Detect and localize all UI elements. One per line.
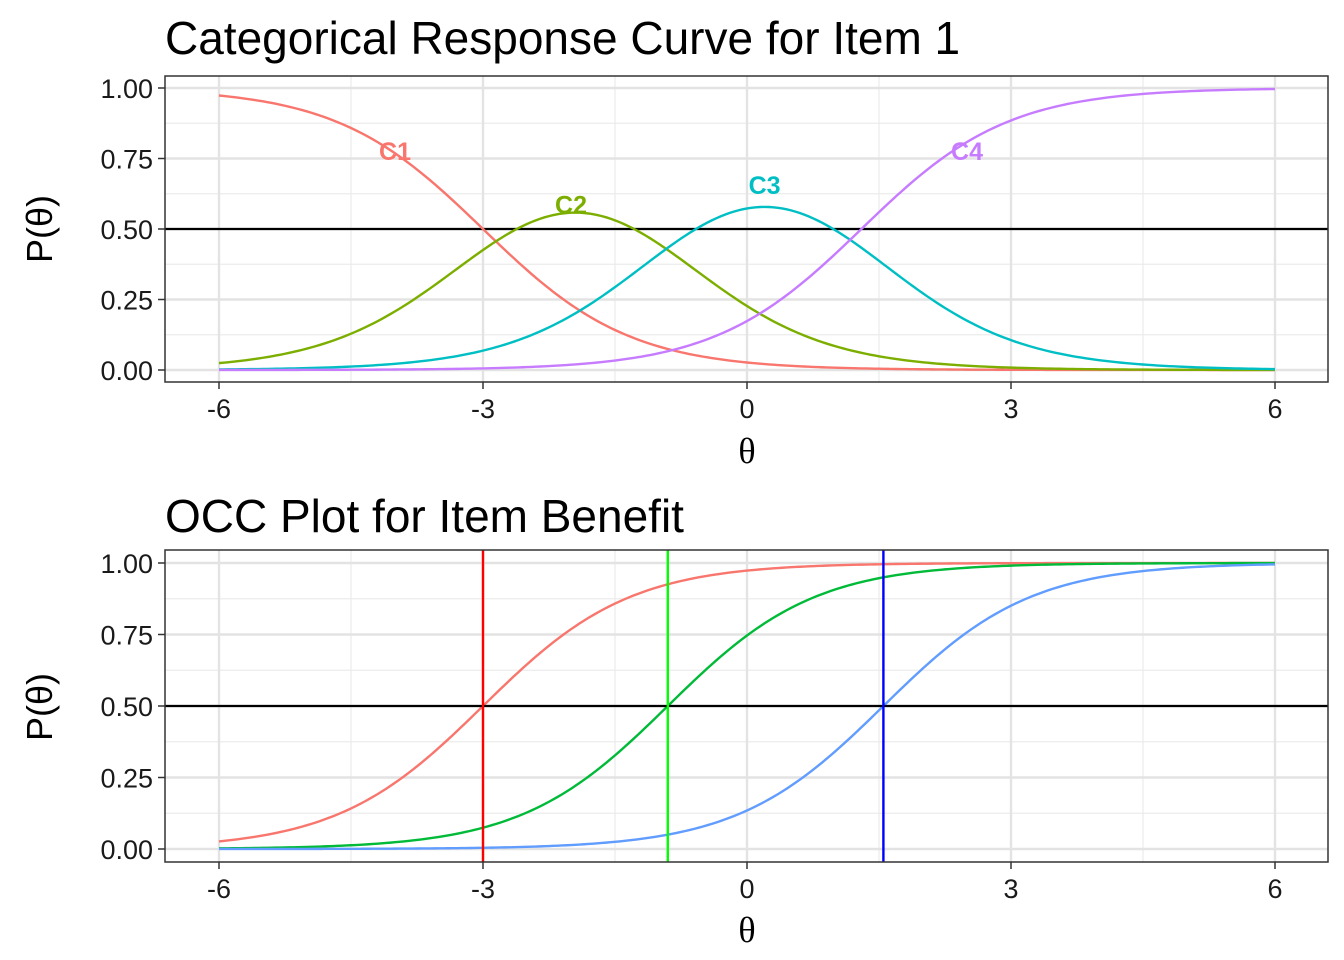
y-tick-label: 0.00 [100, 356, 153, 386]
y-axis-ticks: 0.00 0.25 0.50 0.75 1.00 [100, 74, 165, 386]
series-line [218, 87, 1276, 372]
x-tick-label: -3 [471, 394, 495, 424]
y-tick-label: 0.75 [100, 145, 153, 175]
y-axis-ticks: 0.00 0.25 0.50 0.75 1.00 [100, 549, 165, 865]
x-tick-label: 3 [1003, 394, 1018, 424]
chart-panel-occ-plot: OCC Plot for Item Benefit -6 -3 0 3 6 0.000.… [19, 490, 1329, 950]
reference-lines [165, 550, 1328, 862]
x-axis-title: θ [738, 910, 755, 950]
chart-panel-categorical-response: Categorical Response Curve for Item 1 C1… [19, 12, 1329, 471]
curve-label: C1 [379, 138, 411, 166]
series-curves [218, 87, 1276, 372]
x-tick-label: -6 [207, 394, 231, 424]
x-tick-label: 3 [1003, 874, 1018, 904]
series-line [218, 563, 1276, 851]
x-tick-label: -6 [207, 874, 231, 904]
curve-label: C4 [951, 138, 983, 166]
series-curves [218, 561, 1276, 851]
y-axis-title: P(θ) [19, 195, 60, 263]
y-tick-label: 0.25 [100, 286, 153, 316]
y-tick-label: 1.00 [100, 549, 153, 579]
chart-title: Categorical Response Curve for Item 1 [165, 12, 960, 64]
series-line [218, 211, 1275, 372]
series-line [218, 205, 1276, 371]
series-line [218, 561, 1276, 850]
y-tick-label: 0.50 [100, 215, 153, 245]
x-axis-title: θ [738, 431, 755, 471]
x-tick-label: 6 [1267, 394, 1282, 424]
curve-labels: C1 C2 C3 C4 [379, 138, 983, 220]
y-tick-label: 1.00 [100, 74, 153, 104]
y-tick-label: 0.00 [100, 835, 153, 865]
y-axis-title: P(θ) [19, 673, 60, 741]
y-tick-label: 0.50 [100, 692, 153, 722]
x-tick-label: 6 [1267, 874, 1282, 904]
x-tick-label: 0 [739, 874, 754, 904]
y-tick-label: 0.75 [100, 621, 153, 651]
x-tick-label: 0 [739, 394, 754, 424]
y-tick-label: 0.25 [100, 764, 153, 794]
panel-border [164, 549, 1329, 863]
x-axis-ticks: -6 -3 0 3 6 [207, 862, 1283, 904]
x-tick-label: -3 [471, 874, 495, 904]
x-axis-ticks: -6 -3 0 3 6 [207, 382, 1283, 424]
curve-label: C2 [555, 191, 587, 219]
chart-title: OCC Plot for Item Benefit [165, 490, 684, 542]
curve-label: C3 [749, 172, 781, 200]
